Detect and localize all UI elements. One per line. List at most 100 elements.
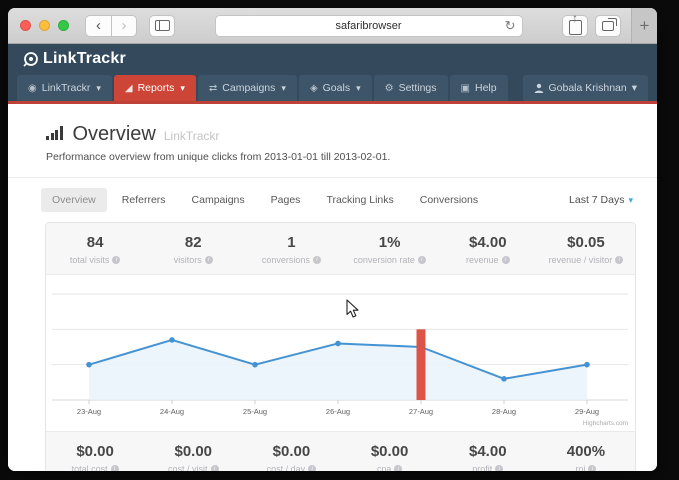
stat-label: conversion ratei [341,255,439,265]
sidebar-icon [155,20,170,31]
stat-label: total costi [46,464,144,471]
stat-value: $4.00 [439,443,537,460]
stats-row-top: 84total visitsi82visitorsi1conversionsi1… [46,223,635,274]
tabs-overview-icon [602,21,614,31]
zoom-window-button[interactable] [58,20,69,31]
info-icon[interactable]: i [112,256,120,264]
info-icon[interactable]: i [313,256,321,264]
app-logo-text: LinkTrackr [43,50,126,68]
address-bar[interactable]: safaribrowser ↻ [215,15,523,37]
stat-label: cpai [341,464,439,471]
overview-card: 84total visitsi82visitorsi1conversionsi1… [45,222,636,471]
nav-item-help[interactable]: ▣ Help [450,75,508,101]
stat-roi: 400% roii [537,443,635,471]
page-title: Overview [73,123,156,146]
tab-conversions[interactable]: Conversions [409,188,489,212]
report-tabs: OverviewReferrersCampaignsPagesTracking … [8,178,657,220]
nav-item-settings[interactable]: ⚙ Settings [374,75,448,101]
mouse-cursor [346,299,359,318]
close-window-button[interactable] [20,20,31,31]
svg-text:25-Aug: 25-Aug [243,407,267,416]
nav-item-campaigns[interactable]: ⇄Campaigns▾ [198,75,297,101]
info-icon[interactable]: i [615,256,623,264]
stat-value: $0.00 [341,443,439,460]
chevron-left-icon: ‹ [96,18,101,33]
page-content: Overview LinkTrackr Performance overview… [8,104,657,471]
stat-total-cost: $0.00 total costi [46,443,144,471]
caret-down-icon: ▾ [632,82,637,94]
info-icon[interactable]: i [211,465,219,471]
new-tab-button[interactable]: + [631,8,657,43]
reload-icon[interactable]: ↻ [505,18,516,34]
back-button[interactable]: ‹ [85,15,111,37]
target-icon: ◈ [310,83,318,94]
nav-item-label: Goals [323,82,350,94]
info-icon[interactable]: i [495,465,503,471]
caret-down-icon: ▾ [96,83,101,94]
date-range-dropdown[interactable]: Last 7 Days ▾ [569,194,633,206]
show-tabs-button[interactable] [595,15,621,37]
stat-value: 84 [46,234,144,251]
svg-text:26-Aug: 26-Aug [326,407,350,416]
page-header: Overview LinkTrackr Performance overview… [8,104,657,163]
info-icon[interactable]: i [588,465,596,471]
tab-pages[interactable]: Pages [260,188,312,212]
info-icon[interactable]: i [418,256,426,264]
stat-label: profiti [439,464,537,471]
stat-label: roii [537,464,635,471]
stat-revenue: $4.00revenuei [439,234,537,265]
shuffle-icon: ⇄ [209,83,217,94]
stat-cost-day: $0.00cost / dayi [242,443,340,471]
help-box-icon: ▣ [461,83,470,94]
stat-label: visitorsi [144,255,242,265]
forward-button[interactable]: › [111,15,137,37]
tab-tracking-links[interactable]: Tracking Links [315,188,404,212]
nav-item-label: Help [475,82,497,94]
stat-value: $0.05 [537,234,635,251]
caret-down-icon: ▾ [180,83,185,94]
globe-icon: ◉ [28,83,37,94]
stat-conversions: 1 conversionsi [242,234,340,265]
nav-item-label: Settings [399,82,437,94]
user-menu[interactable]: Gobala Krishnan ▾ [523,75,649,101]
info-icon[interactable]: i [308,465,316,471]
address-text: safaribrowser [335,20,401,32]
minimize-window-button[interactable] [39,20,50,31]
svg-text:27-Aug: 27-Aug [409,407,433,416]
stat-label: conversionsi [242,255,340,265]
stat-value: $0.00 [46,443,144,460]
stat-cost-visit: $0.00cost / visiti [144,443,242,471]
info-icon[interactable]: i [394,465,402,471]
share-button[interactable] [562,15,588,37]
wrench-icon: ⚙ [385,83,394,94]
stat-cpa: $0.00 cpai [341,443,439,471]
stat-value: 1 [242,234,340,251]
app-logo[interactable]: LinkTrackr [23,50,126,68]
nav-item-reports[interactable]: ◢Reports▾ [114,75,196,101]
stat-value: 400% [537,443,635,460]
info-icon[interactable]: i [205,256,213,264]
sidebar-toggle-button[interactable] [149,15,175,37]
tab-overview[interactable]: Overview [41,188,107,212]
stat-value: $4.00 [439,234,537,251]
chevron-right-icon: › [122,18,127,33]
tab-referrers[interactable]: Referrers [111,188,177,212]
bar-chart-icon: ◢ [125,83,133,94]
svg-text:28-Aug: 28-Aug [492,407,516,416]
stat-visitors: 82visitorsi [144,234,242,265]
page-title-suffix: LinkTrackr [164,129,220,143]
page-subtitle: Performance overview from unique clicks … [46,151,619,163]
highcharts-area-chart[interactable]: 23-Aug24-Aug25-Aug26-Aug27-Aug28-Aug29-A… [46,275,634,433]
info-icon[interactable]: i [111,465,119,471]
caret-down-icon: ▾ [356,83,361,94]
user-icon [534,83,544,93]
nav-item-goals[interactable]: ◈ Goals ▾ [299,75,372,101]
stat-label: revenue / visitori [537,255,635,265]
svg-text:29-Aug: 29-Aug [575,407,599,416]
svg-text:23-Aug: 23-Aug [77,407,101,416]
tab-campaigns[interactable]: Campaigns [181,188,256,212]
info-icon[interactable]: i [502,256,510,264]
caret-down-icon: ▾ [628,195,633,206]
bar-chart-icon [46,126,63,140]
nav-item-linktrackr[interactable]: ◉LinkTrackr▾ [17,75,112,101]
